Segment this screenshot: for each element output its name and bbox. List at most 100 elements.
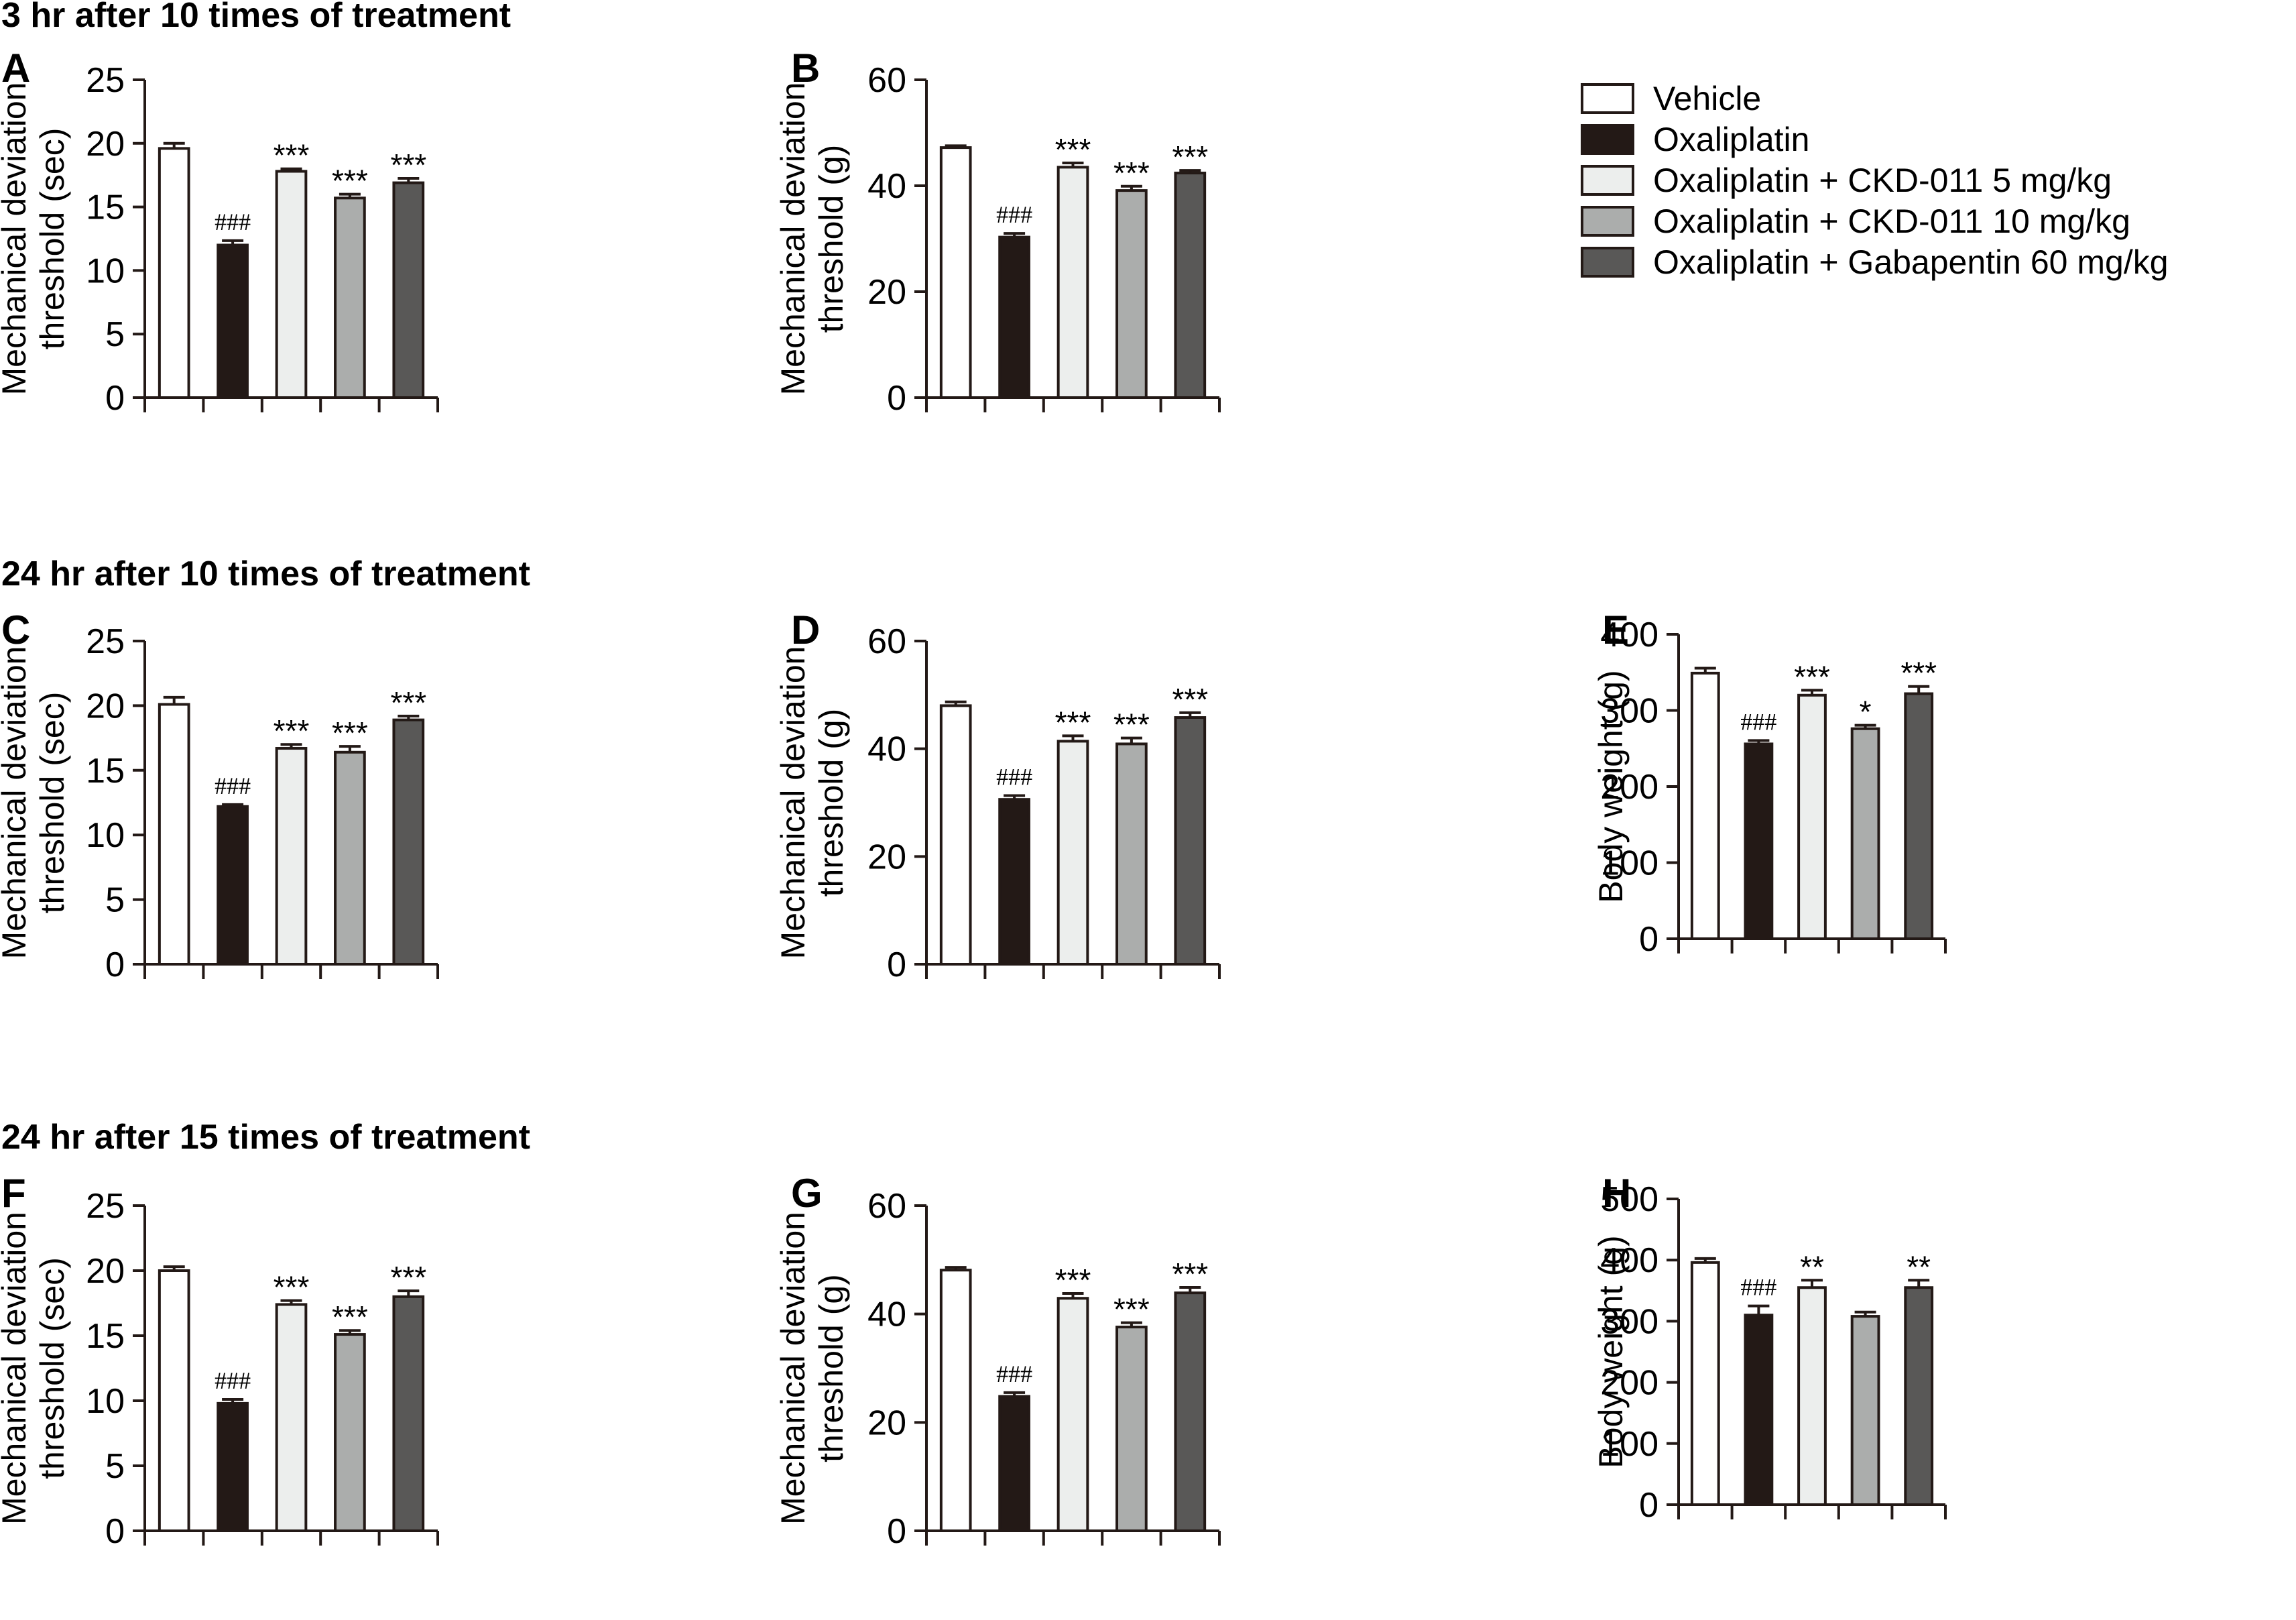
significance-hash-label: ### — [996, 1361, 1032, 1387]
bar — [1904, 1286, 1934, 1506]
bar-group: ** — [1797, 1249, 1827, 1506]
bar-group — [939, 1266, 972, 1532]
bar — [1056, 740, 1089, 966]
panel-letter: F — [1, 1171, 26, 1216]
bar-group — [1850, 1310, 1880, 1506]
bar-group — [939, 700, 972, 966]
bar — [1744, 742, 1774, 940]
bar — [1174, 1291, 1207, 1533]
y-axis-label: Body weight (g) — [1592, 1235, 1630, 1468]
y-tick-label: 20 — [86, 125, 125, 164]
bar-group: *** — [1794, 659, 1830, 941]
y-axis-label: threshold (sec) — [34, 128, 71, 350]
bar — [158, 1269, 190, 1532]
significance-star-label: *** — [332, 715, 368, 750]
y-axis-label: threshold (g) — [812, 1274, 850, 1462]
bar-group: *** — [274, 1270, 310, 1532]
bar — [217, 243, 249, 400]
bar — [1056, 1297, 1089, 1532]
panel-b: B 0 20 40 60 Mechanical deviation threshold (g… — [774, 46, 1221, 418]
bar — [1115, 1326, 1148, 1532]
bar — [334, 196, 366, 399]
bar — [939, 1269, 972, 1532]
y-tick-label: 60 — [867, 622, 906, 661]
section-title-3: 24 hr after 15 times of treatment — [1, 1118, 530, 1157]
bar-group: ### — [215, 209, 251, 400]
legend-item: Oxaliplatin + CKD-011 5 mg/kg — [1581, 162, 2112, 199]
y-axis-label: Mechanical deviation — [0, 82, 33, 396]
bar-group: *** — [332, 1299, 368, 1533]
y-tick-label: 0 — [1639, 920, 1658, 959]
bar-group: ### — [1740, 1274, 1776, 1507]
bar — [1797, 693, 1827, 941]
y-axis-label: Mechanical deviation — [774, 1212, 812, 1525]
bar-group: *** — [274, 713, 309, 966]
bar-group: *** — [332, 715, 368, 966]
bar — [1174, 172, 1207, 399]
significance-star-label: *** — [1172, 1257, 1208, 1291]
bar — [1115, 189, 1148, 399]
panel-letter: B — [791, 46, 820, 91]
significance-star-label: *** — [390, 148, 426, 182]
bar — [392, 181, 425, 399]
legend-label: Oxaliplatin + Gabapentin 60 mg/kg — [1653, 243, 2169, 281]
significance-star-label: *** — [274, 1270, 310, 1305]
bar — [392, 718, 425, 966]
bar-group: * — [1850, 695, 1880, 940]
y-tick-label: 20 — [867, 1403, 906, 1442]
y-tick-label: 20 — [867, 273, 906, 312]
y-tick-label: 0 — [887, 379, 906, 418]
bar-group — [1690, 1257, 1720, 1507]
bar — [392, 1295, 425, 1533]
y-tick-label: 200 — [1600, 1364, 1658, 1403]
y-tick-label: 15 — [86, 1317, 125, 1356]
significance-star-label: *** — [1055, 132, 1091, 167]
bar-group: *** — [1055, 1263, 1091, 1532]
y-tick-label: 5 — [105, 881, 125, 920]
y-tick-label: 25 — [86, 1187, 125, 1226]
bar-group: *** — [1113, 707, 1150, 966]
bar — [1850, 1315, 1880, 1506]
panel-d: D 0 20 40 60 Mechanical deviation threshold (g… — [774, 608, 1221, 984]
bar-group: *** — [1113, 1292, 1150, 1532]
bar-group: *** — [1113, 156, 1150, 399]
y-tick-label: 25 — [86, 622, 125, 661]
y-tick-label: 15 — [86, 752, 125, 791]
significance-star-label: ** — [1800, 1249, 1824, 1284]
bar-group: ### — [215, 772, 251, 966]
panel-h: H 0 100 200 300 400 500 Body weight (g) ### ** ** — [1592, 1171, 1947, 1525]
bar — [939, 704, 972, 966]
significance-hash-label: ### — [1740, 1274, 1776, 1301]
significance-star-label: *** — [1055, 705, 1091, 740]
bar — [334, 1333, 366, 1533]
significance-hash-label: ### — [996, 764, 1032, 791]
bar — [275, 747, 308, 966]
y-tick-label: 0 — [105, 379, 125, 418]
section-title-1: 3 hr after 10 times of treatment — [1, 0, 511, 35]
bar — [1744, 1314, 1774, 1507]
y-tick-label: 60 — [867, 1187, 906, 1226]
bar — [217, 805, 249, 966]
panel-letter: D — [791, 608, 820, 652]
legend-label: Vehicle — [1653, 80, 1761, 117]
panel-letter: H — [1602, 1171, 1631, 1216]
panel-letter: A — [1, 46, 30, 91]
y-axis-label: threshold (g) — [812, 709, 850, 897]
y-tick-label: 300 — [1600, 1302, 1658, 1341]
y-tick-label: 300 — [1600, 692, 1658, 731]
y-tick-label: 15 — [86, 188, 125, 227]
significance-star-label: * — [1860, 695, 1872, 730]
legend-swatch — [1581, 247, 1634, 278]
y-tick-label: 10 — [86, 816, 125, 855]
bar — [1690, 671, 1720, 940]
bar — [1690, 1261, 1720, 1507]
y-tick-label: 40 — [867, 167, 906, 206]
legend-item: Oxaliplatin + CKD-011 10 mg/kg — [1581, 202, 2130, 240]
legend-swatch — [1581, 165, 1634, 196]
significance-star-label: *** — [1172, 139, 1208, 174]
bar-group: *** — [390, 148, 426, 399]
legend-item: Oxaliplatin + Gabapentin 60 mg/kg — [1581, 243, 2169, 281]
bar — [1850, 727, 1880, 940]
legend-swatch — [1581, 206, 1634, 237]
